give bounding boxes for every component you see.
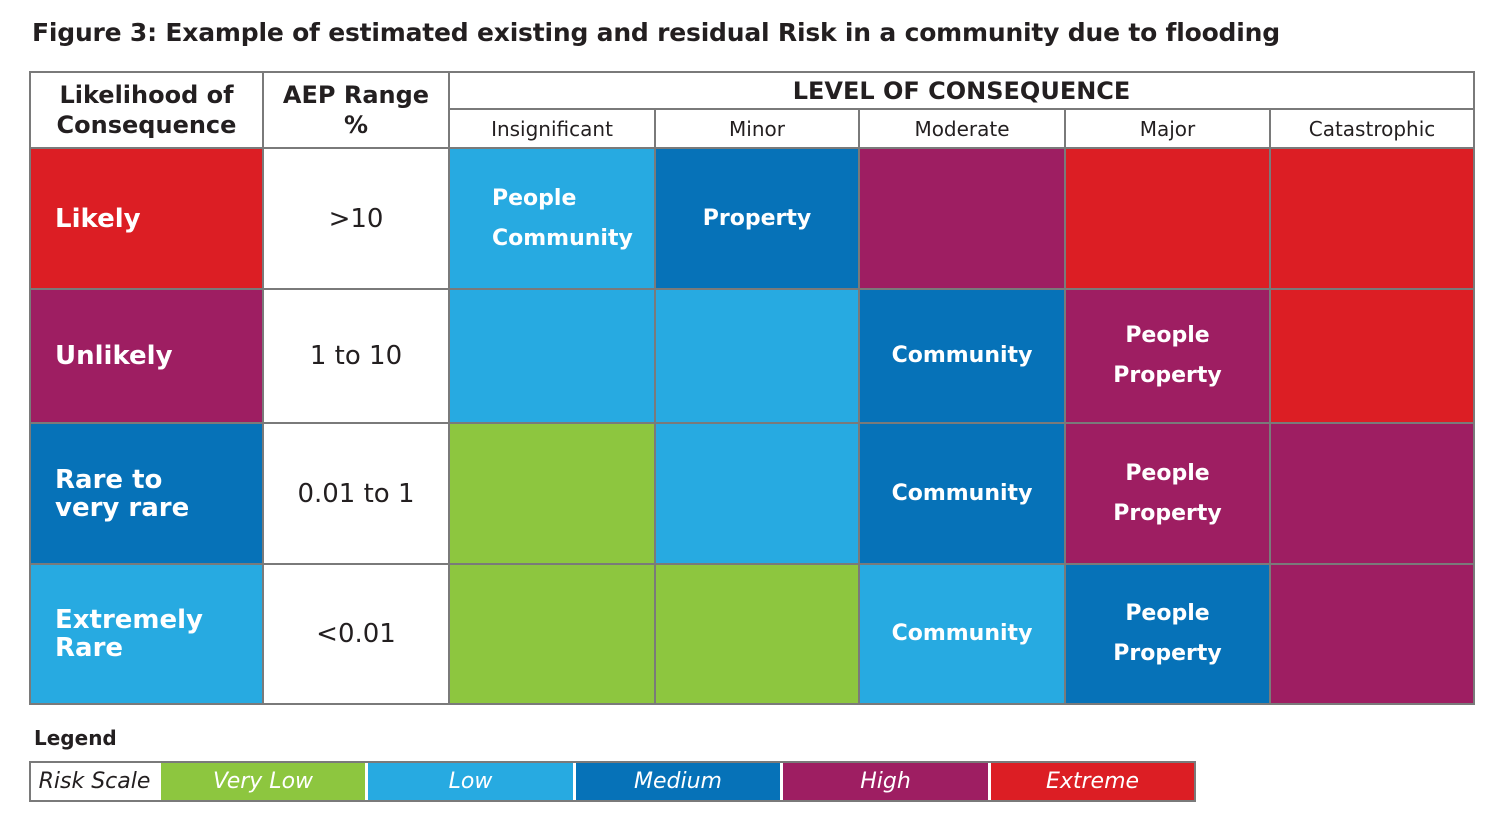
aep-range-value: 1 to 10 [264,290,448,422]
risk-item-people: People [1125,460,1210,486]
likelihood-header-line2: Consequence [56,111,237,139]
risk-cell-high: People Property [1066,290,1269,422]
likelihood-label-line: very rare [55,492,190,523]
legend-swatch-high: High [780,763,988,800]
risk-item-people: People [1125,601,1210,626]
likelihood-header-line1: Likelihood of [59,81,234,109]
risk-cell-low: People Community [450,149,654,288]
risk-item-people: People [1125,323,1210,348]
risk-cell-very-low [656,565,858,703]
consequence-header-major: Major [1066,110,1269,147]
risk-cell-medium: Property [656,149,858,288]
risk-cell-high: People Property [1066,424,1269,563]
risk-cell-low [656,290,858,422]
risk-cell-high [1271,424,1473,563]
risk-cell-extreme [1271,290,1473,422]
likelihood-label-line: Rare [55,633,124,663]
level-of-consequence-header: LEVEL OF CONSEQUENCE [450,73,1473,108]
legend-swatch-very-low: Very Low [158,763,365,800]
aep-range-value: >10 [264,149,448,288]
risk-item-people: People [492,185,577,211]
risk-cell-medium: People Property [1066,565,1269,703]
risk-cell-high [1271,565,1473,703]
aep-header-line1: AEP Range [282,81,430,109]
risk-cell-low: Community [860,565,1064,703]
likelihood-label-line: Likely [55,203,141,234]
legend-swatch-medium: Medium [573,763,780,800]
risk-cell-very-low [450,565,654,703]
legend-scale-label: Risk Scale [38,769,151,794]
risk-item-property: Property [1113,641,1222,666]
consequence-header-insignificant: Insignificant [450,110,654,147]
likelihood-label-line: Rare to [55,464,163,495]
likelihood-header: Likelihood of Consequence [31,73,262,147]
risk-item-community: Community [891,621,1033,646]
likelihood-extremely-rare: Extremely Rare [31,565,262,703]
aep-range-value: <0.01 [264,565,448,703]
legend-swatch-low: Low [365,763,573,800]
risk-item-property: Property [702,205,812,231]
risk-cell-low [450,290,654,422]
aep-header-line2: % [343,111,369,139]
risk-item-property: Property [1113,500,1222,526]
risk-cell-medium: Community [860,290,1064,422]
legend-title: Legend [34,726,117,750]
legend-swatch-extreme: Extreme [988,763,1194,800]
risk-matrix: Likelihood of Consequence AEP Range % LE… [29,71,1475,705]
likelihood-label-line: Unlikely [55,341,173,371]
aep-range-value: 0.01 to 1 [264,424,448,563]
risk-cell-medium: Community [860,424,1064,563]
aep-header: AEP Range % [264,73,448,147]
risk-item-community: Community [492,225,633,251]
likelihood-label-line: Extremely [55,605,204,635]
likelihood-unlikely: Unlikely [31,290,262,422]
figure-title: Figure 3: Example of estimated existing … [32,18,1280,47]
risk-item-property: Property [1113,363,1222,388]
risk-item-community: Community [891,480,1033,506]
risk-cell-very-low [450,424,654,563]
likelihood-rare-to-very-rare: Rare to very rare [31,424,262,563]
risk-cell-high [860,149,1064,288]
consequence-header-catastrophic: Catastrophic [1271,110,1473,147]
consequence-header-minor: Minor [656,110,858,147]
consequence-header-moderate: Moderate [860,110,1064,147]
likelihood-likely: Likely [31,149,262,288]
risk-cell-low [656,424,858,563]
risk-cell-extreme [1271,149,1473,288]
risk-item-community: Community [891,343,1033,368]
risk-cell-extreme [1066,149,1269,288]
legend-risk-scale: Risk Scale Very Low Low Medium High Extreme [29,761,1196,802]
